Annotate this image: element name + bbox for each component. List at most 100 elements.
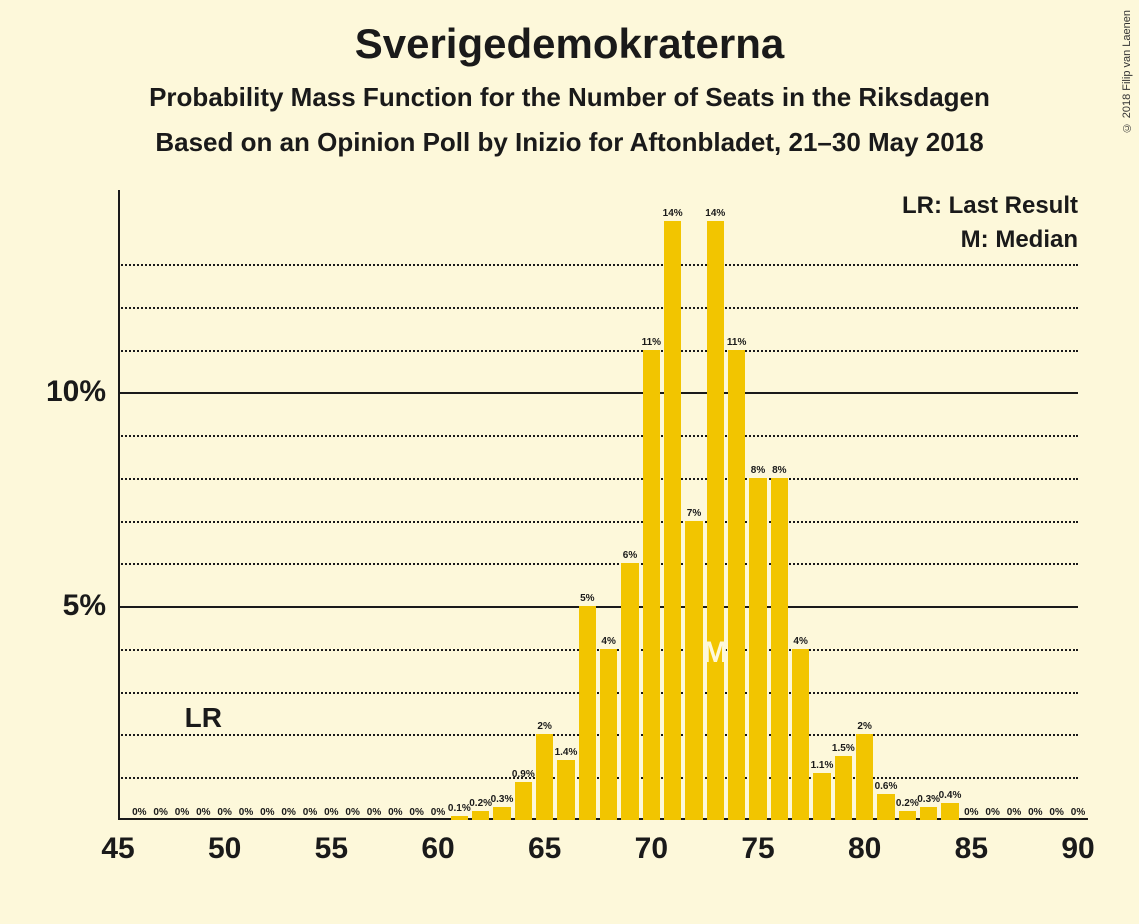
grid-minor: [118, 649, 1078, 651]
bar: 0.1%: [451, 816, 468, 820]
bar-value-label: 0.3%: [491, 794, 514, 807]
bar-value-label: 0%: [217, 807, 231, 820]
x-tick-label: 60: [421, 820, 454, 866]
bar: 0.4%: [941, 803, 958, 820]
bar-value-label: 0.9%: [512, 769, 535, 782]
bar-value-label: 6%: [623, 550, 637, 563]
grid-minor: [118, 350, 1078, 352]
bar-value-label: 5%: [580, 593, 594, 606]
x-tick-label: 75: [741, 820, 774, 866]
grid-minor: [118, 435, 1078, 437]
bar-value-label: 0%: [260, 807, 274, 820]
bar-value-label: 4%: [793, 636, 807, 649]
bar-value-label: 0%: [388, 807, 402, 820]
bar-value-label: 0.2%: [469, 798, 492, 811]
bar-value-label: 0%: [964, 807, 978, 820]
bar: 0.9%: [515, 782, 532, 820]
bar: 8%: [771, 478, 788, 820]
bar: 0.3%: [493, 807, 510, 820]
bar-value-label: 1.5%: [832, 743, 855, 756]
bar-value-label: 0%: [281, 807, 295, 820]
x-tick-label: 65: [528, 820, 561, 866]
bar-value-label: 7%: [687, 508, 701, 521]
bar-value-label: 0%: [1071, 807, 1085, 820]
x-tick-label: 55: [315, 820, 348, 866]
bar-value-label: 0%: [431, 807, 445, 820]
grid-minor: [118, 521, 1078, 523]
last-result-marker: LR: [185, 702, 222, 734]
bar: 7%: [685, 521, 702, 820]
bar-value-label: 0.3%: [917, 794, 940, 807]
grid-minor: [118, 264, 1078, 266]
y-tick-label: 5%: [63, 589, 118, 623]
bar-value-label: 11%: [642, 337, 661, 350]
bar-value-label: 0%: [196, 807, 210, 820]
x-tick-label: 70: [635, 820, 668, 866]
bar-value-label: 0%: [367, 807, 381, 820]
bar-value-label: 0.2%: [896, 798, 919, 811]
chart-plot-area: LR: Last Result M: Median 5%10%455055606…: [118, 200, 1078, 820]
bar-value-label: 0.4%: [939, 790, 962, 803]
bar: 4%: [792, 649, 809, 820]
bar-value-label: 1.4%: [555, 747, 578, 760]
bar-value-label: 0%: [345, 807, 359, 820]
x-tick-label: 45: [101, 820, 134, 866]
bar-value-label: 8%: [751, 465, 765, 478]
bar: 14%: [707, 221, 724, 820]
copyright-text: © 2018 Filip van Laenen: [1121, 10, 1133, 133]
x-tick-label: 50: [208, 820, 241, 866]
median-marker: M: [703, 636, 728, 670]
bar: 11%: [643, 350, 660, 820]
bar-value-label: 4%: [601, 636, 615, 649]
bar: 2%: [536, 734, 553, 820]
bar: 14%: [664, 221, 681, 820]
bar-value-label: 2%: [857, 721, 871, 734]
bar-value-label: 0.6%: [875, 781, 898, 794]
bar: 8%: [749, 478, 766, 820]
bar: 6%: [621, 563, 638, 820]
chart-title: Sverigedemokraterna: [0, 0, 1139, 68]
x-tick-label: 85: [955, 820, 988, 866]
bar-value-label: 0%: [1028, 807, 1042, 820]
bar: 0.2%: [472, 811, 489, 820]
chart-subtitle-1: Probability Mass Function for the Number…: [0, 82, 1139, 113]
bar-value-label: 0%: [153, 807, 167, 820]
bar-value-label: 14%: [663, 208, 683, 221]
grid-minor: [118, 777, 1078, 779]
bar-value-label: 0%: [985, 807, 999, 820]
bar: 0.6%: [877, 794, 894, 820]
bar: 5%: [579, 606, 596, 820]
bar-value-label: 0%: [1007, 807, 1021, 820]
bar-value-label: 2%: [537, 721, 551, 734]
legend-m: M: Median: [902, 226, 1078, 254]
chart-legend: LR: Last Result M: Median: [902, 192, 1078, 260]
bar: 2%: [856, 734, 873, 820]
grid-minor: [118, 692, 1078, 694]
grid-minor: [118, 478, 1078, 480]
bar-value-label: 0%: [239, 807, 253, 820]
grid-minor: [118, 563, 1078, 565]
bar: 1.1%: [813, 773, 830, 820]
bar: 4%: [600, 649, 617, 820]
bar: 1.5%: [835, 756, 852, 820]
bar-value-label: 0.1%: [448, 803, 471, 816]
legend-lr: LR: Last Result: [902, 192, 1078, 220]
bar-value-label: 0%: [303, 807, 317, 820]
grid-major: [118, 606, 1078, 608]
grid-minor: [118, 307, 1078, 309]
bar-value-label: 14%: [705, 208, 725, 221]
bar-value-label: 0%: [324, 807, 338, 820]
bar-value-label: 0%: [175, 807, 189, 820]
bar: 11%: [728, 350, 745, 820]
bar-value-label: 1.1%: [811, 760, 834, 773]
bar: 0.3%: [920, 807, 937, 820]
y-tick-label: 10%: [46, 375, 118, 409]
grid-major: [118, 392, 1078, 394]
x-tick-label: 80: [848, 820, 881, 866]
bar-value-label: 0%: [132, 807, 146, 820]
bar-value-label: 8%: [772, 465, 786, 478]
bar: 1.4%: [557, 760, 574, 820]
y-axis-line: [118, 190, 120, 820]
x-tick-label: 90: [1061, 820, 1094, 866]
bar-value-label: 0%: [1049, 807, 1063, 820]
